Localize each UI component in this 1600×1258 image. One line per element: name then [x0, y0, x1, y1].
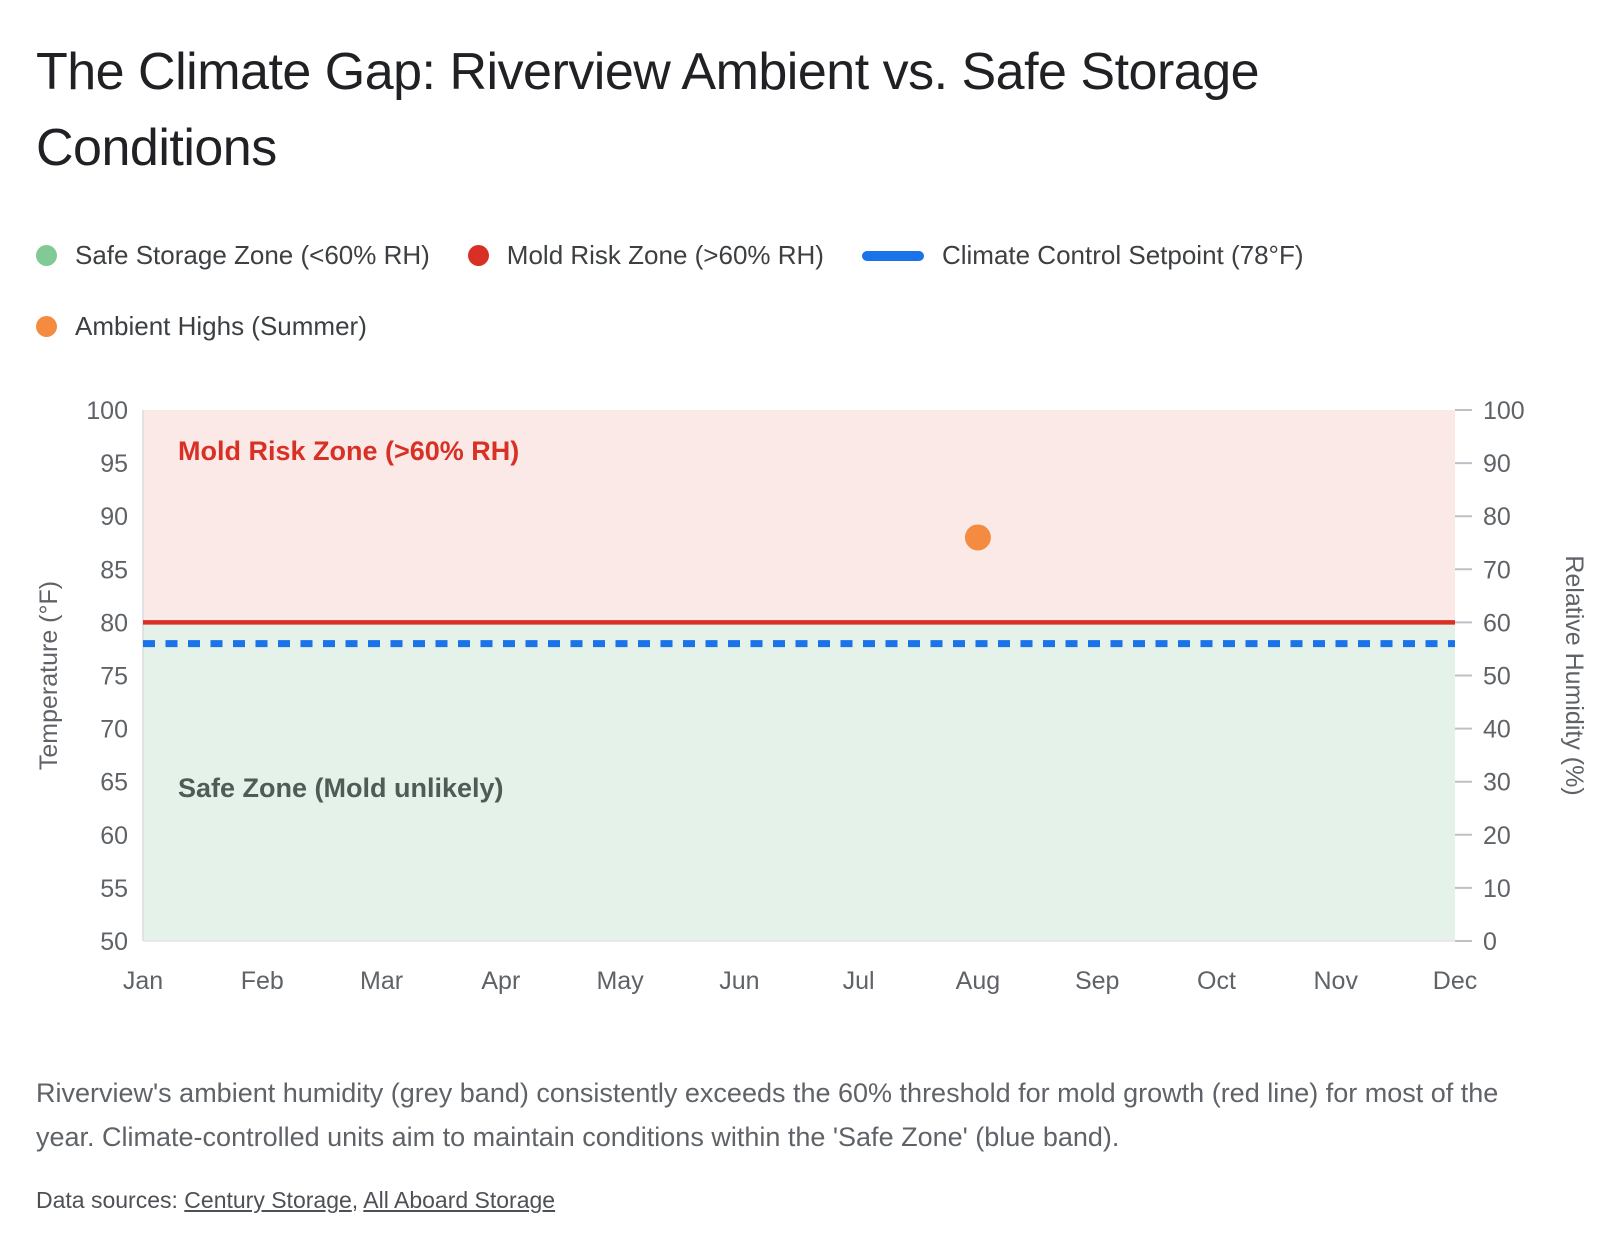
legend-item-safe-storage-zone: Safe Storage Zone (<60% RH) [36, 240, 430, 271]
source-link-all-aboard-storage[interactable]: All Aboard Storage [363, 1187, 556, 1213]
x-axis-tick-oct: Oct [1197, 967, 1236, 995]
page-title: The Climate Gap: Riverview Ambient vs. S… [36, 43, 1260, 177]
climate-chart-svg: 1009590858075706560555010090807060504030… [35, 397, 1588, 995]
x-axis-tick-jul: Jul [843, 967, 875, 995]
left-axis-tick-65: 65 [100, 769, 128, 797]
left-axis-title: Temperature (°F) [35, 581, 63, 770]
legend-label-ambient-highs: Ambient Highs (Summer) [75, 311, 367, 341]
left-axis-tick-75: 75 [100, 663, 128, 691]
chart-legend: Safe Storage Zone (<60% RH) Mold Risk Zo… [0, 240, 1600, 342]
left-axis-tick-95: 95 [100, 450, 128, 478]
x-axis-tick-jan: Jan [123, 967, 163, 995]
right-axis-tick-80: 80 [1483, 503, 1511, 531]
x-axis-tick-apr: Apr [481, 967, 520, 995]
ambient-high-point-aug [964, 524, 991, 551]
x-axis-tick-sep: Sep [1075, 967, 1119, 995]
left-axis-tick-80: 80 [100, 609, 128, 637]
legend-item-climate-setpoint: Climate Control Setpoint (78°F) [861, 240, 1304, 271]
legend-item-mold-risk-zone: Mold Risk Zone (>60% RH) [467, 240, 824, 271]
zone-band-safe-zone [143, 622, 1455, 941]
legend-item-ambient-highs: Ambient Highs (Summer) [36, 311, 367, 342]
x-axis-tick-feb: Feb [241, 967, 284, 995]
left-axis-tick-60: 60 [100, 822, 128, 850]
left-axis-tick-55: 55 [100, 875, 128, 903]
legend-label-mold-risk-zone: Mold Risk Zone (>60% RH) [506, 240, 824, 270]
data-sources-separator: , [351, 1187, 364, 1213]
chart-caption: Riverview's ambient humidity (grey band)… [36, 1078, 1499, 1152]
x-axis-tick-may: May [596, 967, 644, 995]
legend-row-1: Safe Storage Zone (<60% RH) Mold Risk Zo… [36, 240, 1564, 271]
right-axis-title: Relative Humidity (%) [1560, 555, 1588, 795]
right-axis-tick-20: 20 [1483, 822, 1511, 850]
safe-zone-label: Safe Zone (Mold unlikely) [178, 773, 504, 803]
data-sources-prefix: Data sources: [36, 1187, 178, 1213]
data-sources: Data sources: Century Storage, All Aboar… [36, 1187, 1564, 1214]
legend-row-2: Ambient Highs (Summer) [36, 311, 1564, 342]
legend-label-safe-storage-zone: Safe Storage Zone (<60% RH) [75, 240, 430, 270]
climate-setpoint-line-swatch-icon [861, 250, 924, 261]
left-axis-tick-90: 90 [100, 503, 128, 531]
left-axis-tick-100: 100 [86, 397, 128, 425]
right-axis-tick-90: 90 [1483, 450, 1511, 478]
safe-storage-zone-swatch-icon [36, 245, 57, 266]
legend-label-climate-setpoint: Climate Control Setpoint (78°F) [941, 240, 1304, 270]
right-axis-tick-50: 50 [1483, 663, 1511, 691]
left-axis-tick-50: 50 [100, 928, 128, 956]
right-axis-tick-40: 40 [1483, 716, 1511, 744]
x-axis-tick-mar: Mar [360, 967, 403, 995]
x-axis-tick-aug: Aug [956, 967, 1000, 995]
x-axis-tick-jun: Jun [719, 967, 759, 995]
right-axis-tick-60: 60 [1483, 609, 1511, 637]
x-axis-tick-nov: Nov [1313, 967, 1358, 995]
mold-risk-zone-swatch-icon [467, 245, 489, 266]
left-axis-tick-70: 70 [100, 716, 128, 744]
ambient-highs-swatch-icon [36, 316, 57, 337]
zone-band-mold-risk-zone [143, 410, 1455, 623]
climate-gap-chart: 100 95 90 85 80 75 70 65 60 55 50 100 90 80 70 60 50 40 30… [0, 382, 1600, 1027]
right-axis-tick-10: 10 [1483, 875, 1511, 903]
left-axis-tick-85: 85 [100, 556, 128, 584]
mold-risk-zone-label: Mold Risk Zone (>60% RH) [178, 436, 519, 466]
right-axis-tick-0: 0 [1483, 928, 1497, 956]
right-axis-tick-100: 100 [1483, 397, 1525, 425]
right-axis-tick-30: 30 [1483, 769, 1511, 797]
right-axis-tick-70: 70 [1483, 556, 1511, 584]
source-link-century-storage[interactable]: Century Storage [184, 1187, 352, 1213]
x-axis-tick-dec: Dec [1433, 967, 1477, 995]
